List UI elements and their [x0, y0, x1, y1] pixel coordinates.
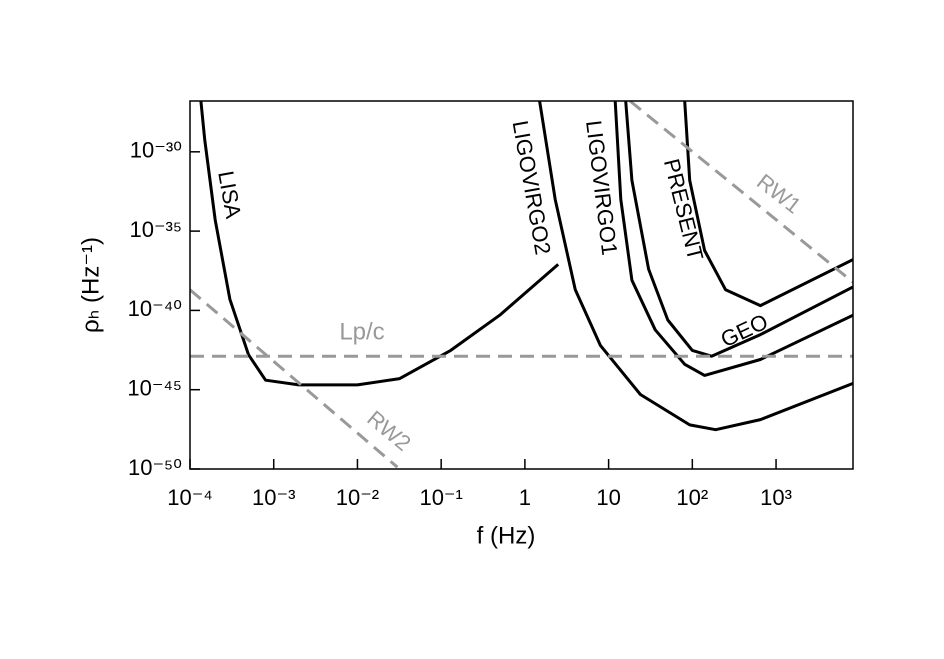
x-tick-label: 10⁻²: [336, 485, 379, 510]
series-label: Lp/c: [339, 318, 384, 345]
y-tick-label: 10⁻³⁵: [129, 217, 182, 242]
x-tick-label: 10: [596, 485, 620, 510]
y-tick-label: 10⁻⁵⁰: [128, 455, 182, 480]
series-line: [613, 101, 853, 377]
series-label: LIGOVIRGO2: [508, 119, 556, 257]
series-label: GEO: [717, 309, 772, 352]
series-line: [629, 101, 853, 284]
y-axis-label: ρₕ (Hz⁻¹): [77, 237, 104, 333]
series-label: PRESENT: [659, 156, 708, 263]
plot-frame: [189, 100, 854, 470]
series-label: RW2: [362, 406, 415, 456]
x-axis-label: f (Hz): [477, 522, 536, 549]
x-tick-label: 1: [519, 485, 531, 510]
series-label: LISA: [213, 169, 246, 221]
x-tick-label: 10³: [760, 485, 792, 510]
y-tick-label: 10⁻⁴⁵: [127, 376, 182, 401]
y-tick-label: 10⁻⁴⁰: [128, 296, 183, 321]
series-line: [538, 101, 853, 432]
x-tick-label: 10⁻¹: [419, 485, 462, 510]
series-line: [683, 101, 853, 308]
series-label: RW1: [752, 169, 806, 219]
x-tick-label: 10⁻³: [252, 485, 295, 510]
series-line: [190, 288, 399, 469]
x-tick-label: 10²: [676, 485, 708, 510]
y-tick-label: 10⁻³⁰: [130, 138, 182, 163]
series-line: [199, 101, 560, 387]
x-tick-label: 10⁻⁴: [167, 485, 213, 510]
series-line: [624, 101, 853, 358]
